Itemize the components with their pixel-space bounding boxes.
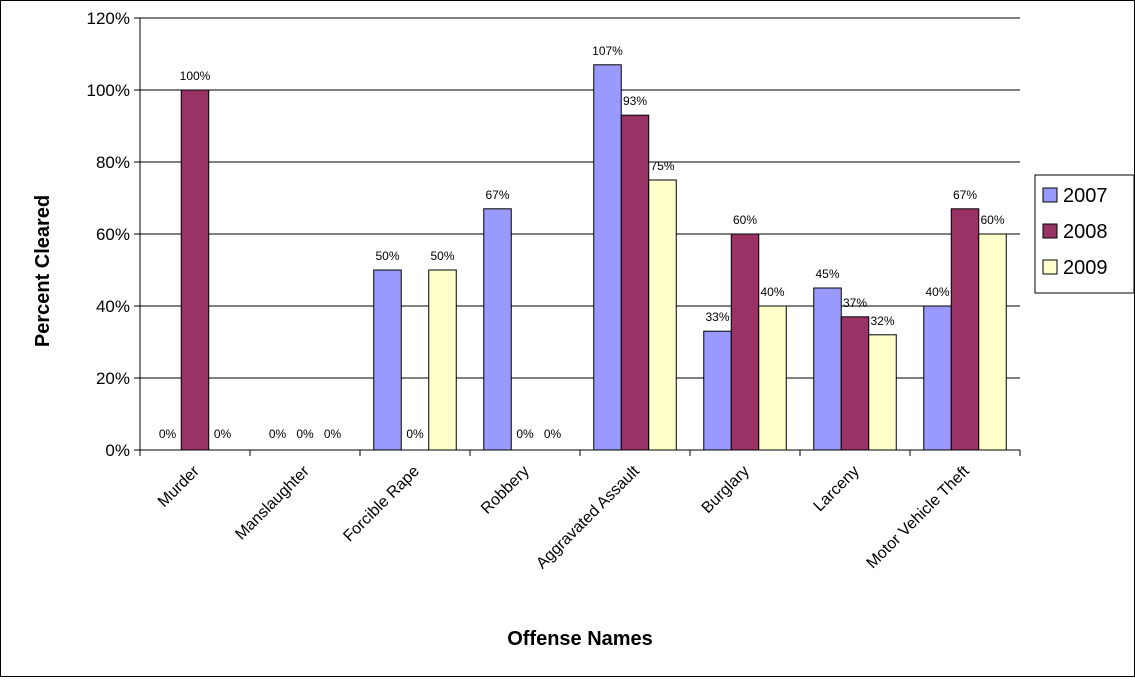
legend-label: 2009: [1063, 257, 1108, 279]
bar-2009-burglary: [758, 305, 787, 451]
data-label: 60%: [733, 213, 757, 227]
bar-2007-motor-vehicle-theft: [923, 305, 952, 451]
y-axis-title: Percent Cleared: [32, 195, 54, 347]
data-label: 37%: [843, 296, 867, 310]
x-axis-title: Offense Names: [507, 628, 653, 650]
y-tick-label: 100%: [87, 81, 130, 100]
data-label: 45%: [815, 267, 839, 281]
y-tick-label: 80%: [96, 153, 130, 172]
bar-2007-forcible-rape: [373, 269, 402, 451]
y-tick-label: 60%: [96, 225, 130, 244]
legend-swatch: [1042, 223, 1058, 239]
data-label: 75%: [650, 159, 674, 173]
bar-2008-murder: [180, 89, 210, 451]
data-label: 32%: [870, 314, 894, 328]
data-label: 0%: [544, 427, 562, 441]
data-label: 93%: [623, 94, 647, 108]
data-label: 67%: [953, 188, 977, 202]
legend-label: 2007: [1063, 185, 1108, 207]
bar-2007-burglary: [703, 330, 732, 451]
bar-2009-motor-vehicle-theft: [978, 233, 1007, 451]
data-label: 33%: [705, 310, 729, 324]
data-label: 40%: [925, 285, 949, 299]
bar-2009-forcible-rape: [428, 269, 457, 451]
y-tick-label: 0%: [105, 441, 130, 460]
data-label: 50%: [430, 249, 454, 263]
bar-2009-aggravated-assault: [648, 179, 677, 451]
y-tick-label: 40%: [96, 297, 130, 316]
y-tick-labels: 0% 20% 40% 60% 80% 100% 120%: [87, 9, 130, 460]
data-label: 107%: [592, 44, 623, 58]
legend-swatch: [1042, 187, 1058, 203]
data-label: 100%: [180, 69, 211, 83]
bar-2008-aggravated-assault: [620, 114, 650, 451]
data-label: 0%: [406, 427, 424, 441]
data-label: 0%: [269, 427, 287, 441]
bar-2007-aggravated-assault: [593, 64, 622, 451]
data-label: 0%: [516, 427, 534, 441]
bar-2008-burglary: [730, 233, 760, 451]
data-label: 60%: [980, 213, 1004, 227]
bar-2009-larceny: [868, 334, 897, 451]
data-label: 0%: [159, 427, 177, 441]
data-label: 40%: [760, 285, 784, 299]
data-labels: 0% 0% 50% 67% 107% 33% 45% 40% 100% 0% 0% 0% 93% 60% 3…: [159, 44, 1005, 441]
bar-2008-larceny: [840, 316, 870, 451]
data-label: 0%: [296, 427, 314, 441]
data-label: 67%: [485, 188, 509, 202]
legend-label: 2008: [1063, 221, 1108, 243]
legend-swatch: [1042, 259, 1058, 275]
data-label: 0%: [214, 427, 232, 441]
y-tick-label: 20%: [96, 369, 130, 388]
bar-2007-robbery: [483, 208, 512, 451]
data-label: 0%: [324, 427, 342, 441]
bar-2007-larceny: [813, 287, 842, 451]
legend: 2007 2008 2009: [1034, 174, 1135, 294]
bars: [180, 64, 1007, 451]
data-label: 50%: [375, 249, 399, 263]
y-tick-label: 120%: [87, 9, 130, 28]
bar-2008-motor-vehicle-theft: [950, 208, 980, 451]
axes: [139, 18, 1021, 456]
